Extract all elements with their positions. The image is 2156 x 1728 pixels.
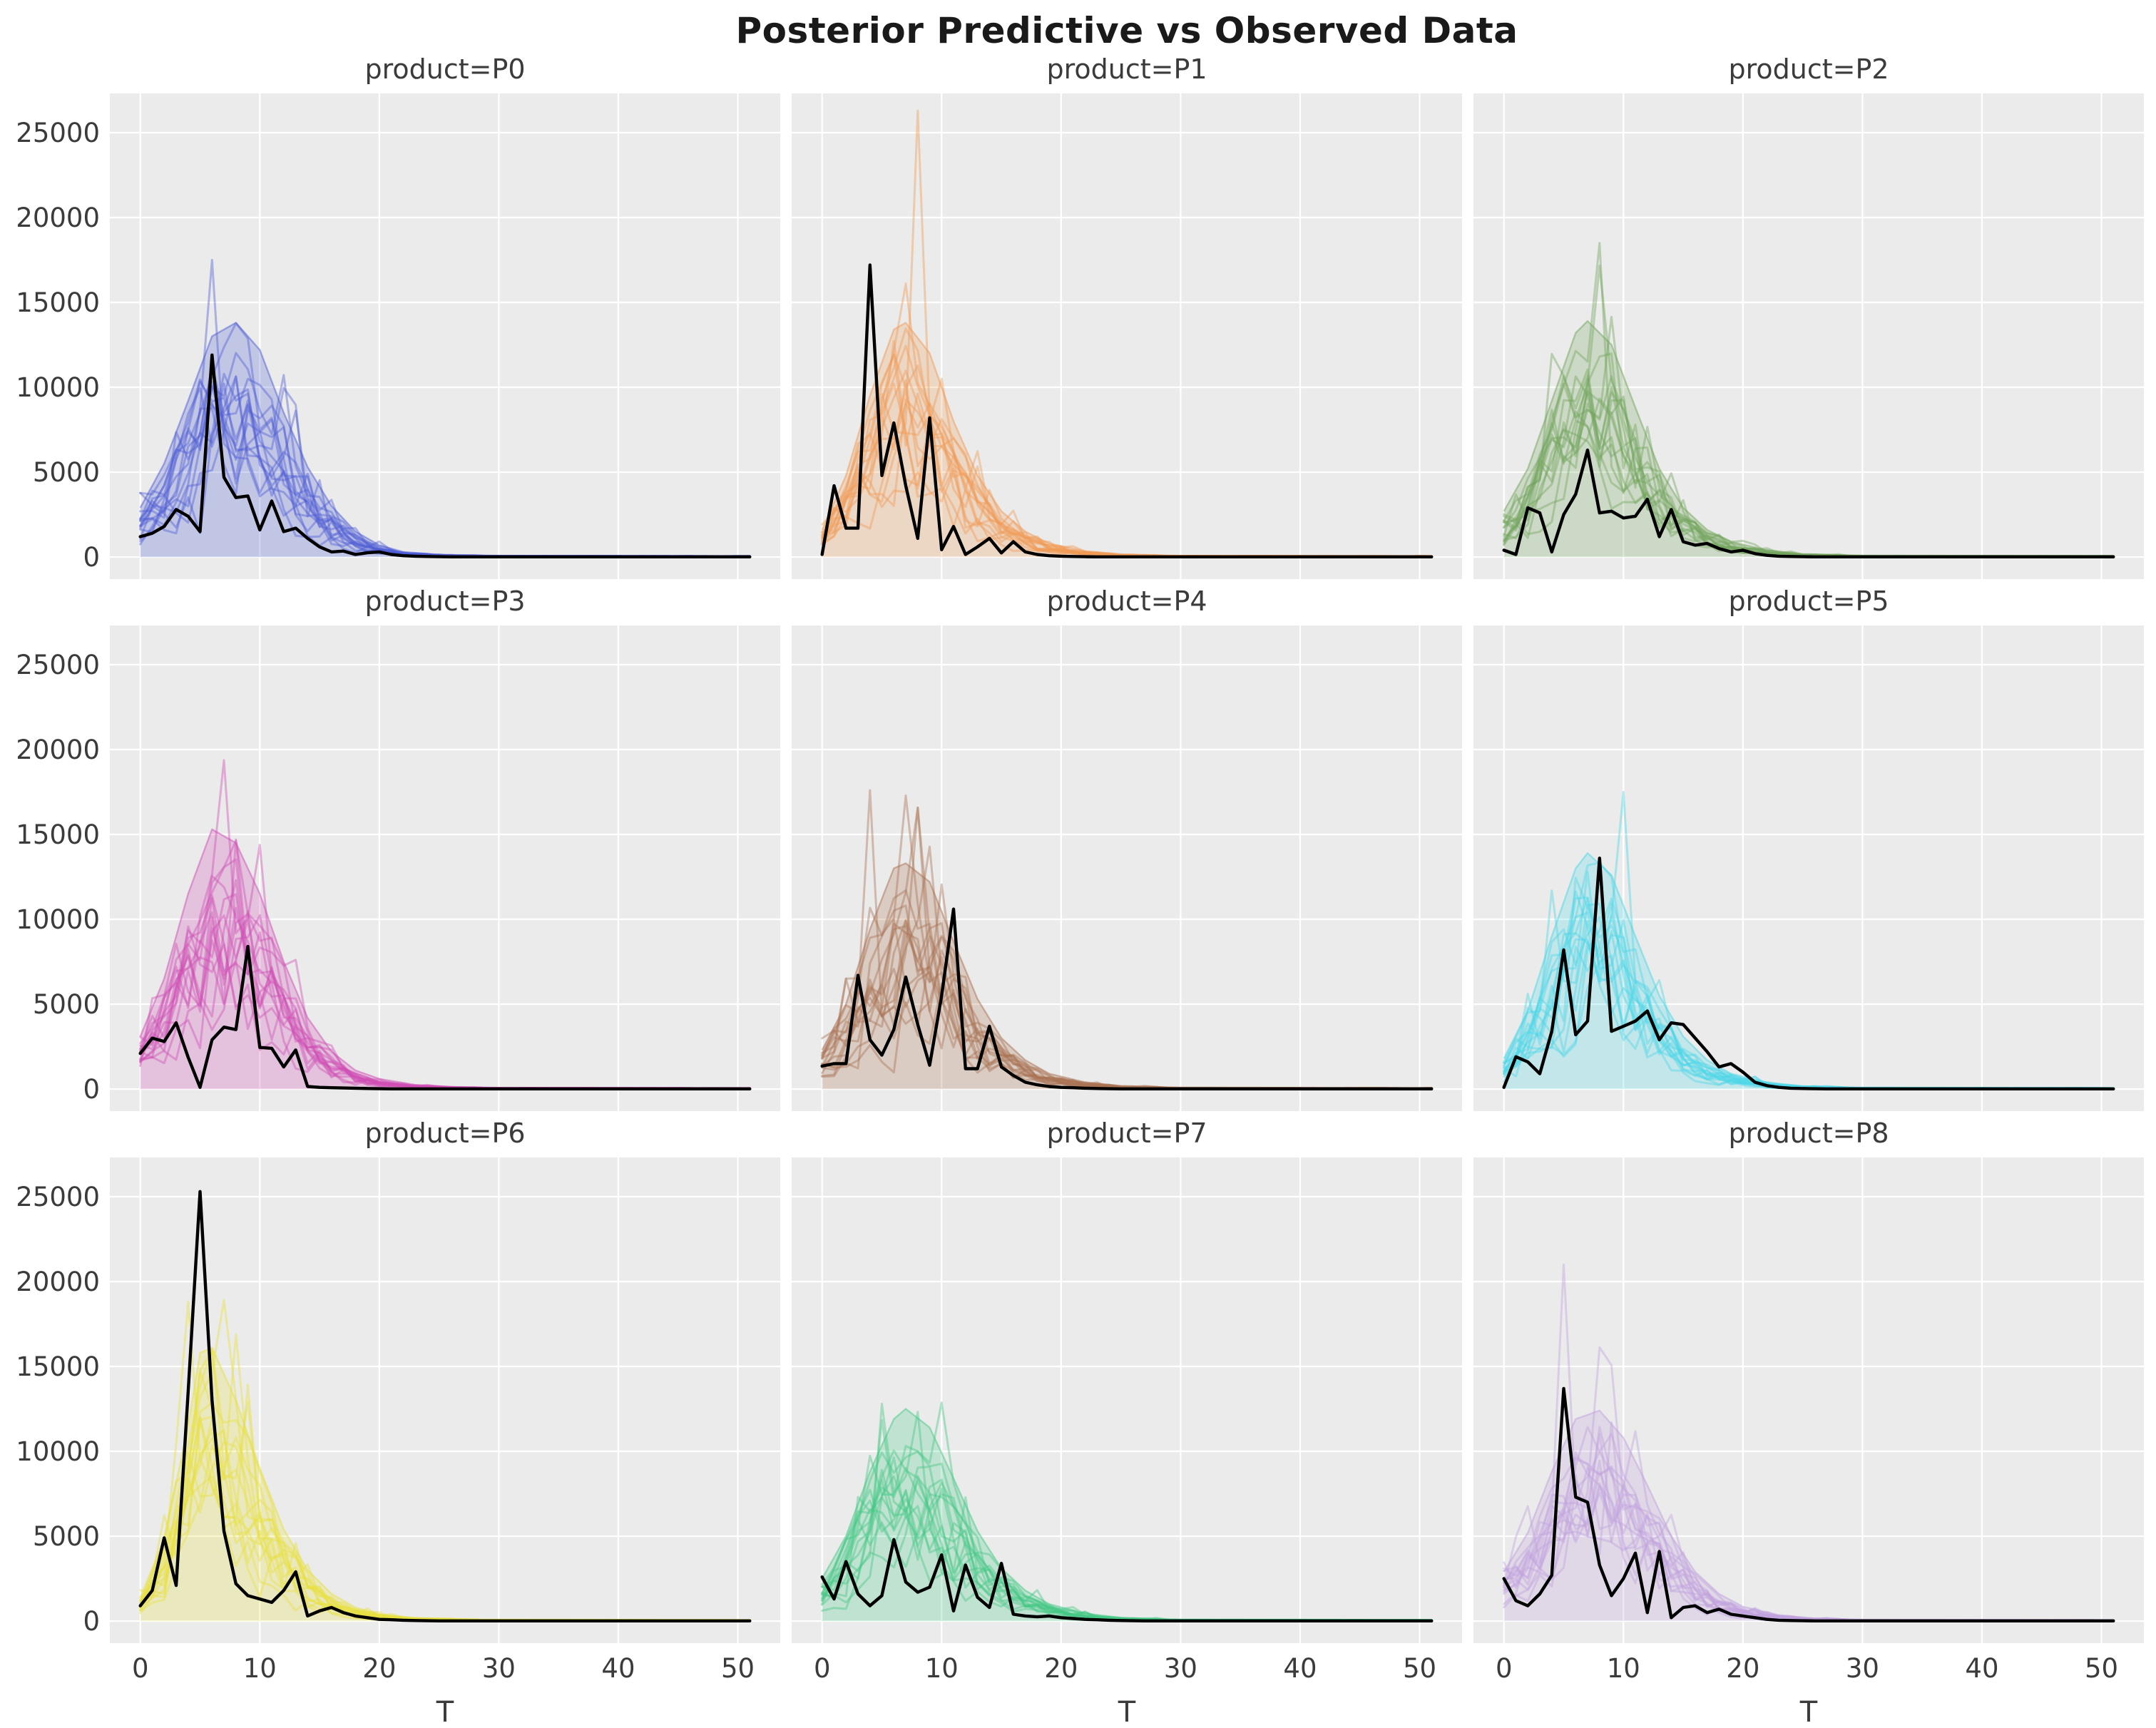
subplot-title-P0: product=P0 (364, 53, 525, 85)
observed-line-P7 (820, 1538, 1434, 1622)
envelope-fill-P2 (1503, 321, 2114, 558)
x-tick-label-col1-50: 50 (1403, 1653, 1436, 1684)
x-tick-label-col0-10: 10 (243, 1653, 277, 1684)
observed-line-P1 (820, 263, 1434, 558)
x-tick-label-col2-20: 20 (1726, 1653, 1759, 1684)
envelope-fill-P1 (822, 322, 1432, 558)
y-tick-label-row0-0: 0 (83, 542, 100, 573)
x-tick-label-col1-0: 0 (814, 1653, 831, 1684)
subplot-title-P2: product=P2 (1728, 53, 1889, 85)
x-tick-label-col0-40: 40 (601, 1653, 635, 1684)
x-tick-label-col2-40: 40 (1965, 1653, 1998, 1684)
x-axis-label-col2: T (1799, 1696, 1818, 1728)
y-tick-label-row0-10000: 10000 (16, 372, 100, 403)
x-tick-label-col0-20: 20 (362, 1653, 396, 1684)
y-tick-label-row1-10000: 10000 (16, 904, 100, 935)
x-tick-label-col1-30: 30 (1164, 1653, 1197, 1684)
y-tick-label-row0-25000: 25000 (16, 118, 100, 148)
y-tick-label-row1-20000: 20000 (16, 735, 100, 765)
y-tick-label-row1-15000: 15000 (16, 819, 100, 850)
y-tick-label-row2-25000: 25000 (16, 1182, 100, 1212)
panel-bg-P6 (110, 1157, 780, 1643)
panel-P7 (792, 1157, 1462, 1643)
panel-P6 (110, 1157, 780, 1643)
subplot-title-P5: product=P5 (1728, 586, 1889, 617)
x-tick-label-col2-10: 10 (1607, 1653, 1640, 1684)
y-tick-label-row2-15000: 15000 (16, 1351, 100, 1382)
subplot-title-P7: product=P7 (1046, 1118, 1207, 1149)
y-tick-label-row1-25000: 25000 (16, 650, 100, 680)
x-axis-label-col1: T (1118, 1696, 1136, 1728)
y-tick-label-row1-5000: 5000 (33, 989, 100, 1020)
subplot-title-P3: product=P3 (364, 586, 525, 617)
observed-line-P6 (138, 1190, 752, 1622)
envelope-fill-P7 (822, 1409, 1432, 1622)
y-tick-label-row0-15000: 15000 (16, 287, 100, 318)
panel-bg-P5 (1473, 625, 2144, 1111)
y-tick-label-row2-10000: 10000 (16, 1436, 100, 1467)
subplot-title-P6: product=P6 (364, 1118, 525, 1149)
y-tick-label-row1-0: 0 (83, 1074, 100, 1105)
observed-line-P5 (1502, 857, 2115, 1090)
panel-bg-P0 (110, 93, 780, 579)
x-tick-label-col0-30: 30 (482, 1653, 516, 1684)
panel-P1 (792, 93, 1462, 579)
panel-P0 (110, 93, 780, 579)
y-tick-label-row2-20000: 20000 (16, 1267, 100, 1297)
panel-P2 (1473, 93, 2144, 579)
y-tick-label-row2-0: 0 (83, 1606, 100, 1637)
x-tick-label-col2-30: 30 (1846, 1653, 1879, 1684)
envelope-fill-P3 (140, 829, 750, 1090)
observed-line-P0 (138, 353, 752, 558)
envelope-fill-P6 (140, 1347, 750, 1622)
x-tick-label-col2-0: 0 (1496, 1653, 1513, 1684)
x-tick-label-col1-10: 10 (925, 1653, 959, 1684)
panel-P5 (1473, 625, 2144, 1111)
panel-P8 (1473, 1157, 2144, 1643)
envelope-fill-P0 (140, 322, 750, 558)
y-tick-label-row0-5000: 5000 (33, 457, 100, 488)
observed-line-P2 (1502, 448, 2115, 558)
x-axis-label-col0: T (436, 1696, 454, 1728)
panel-P4 (792, 625, 1462, 1111)
x-tick-label-col0-50: 50 (721, 1653, 755, 1684)
x-tick-label-col2-50: 50 (2085, 1653, 2118, 1684)
envelope-fill-P4 (822, 863, 1432, 1090)
panel-bg-P2 (1473, 93, 2144, 579)
x-tick-label-col1-40: 40 (1283, 1653, 1317, 1684)
subplot-title-P4: product=P4 (1046, 586, 1207, 617)
observed-line-P3 (138, 944, 752, 1090)
panel-P3 (110, 625, 780, 1111)
panel-bg-P1 (792, 93, 1462, 579)
panel-bg-P7 (792, 1157, 1462, 1643)
observed-line-P8 (1502, 1386, 2115, 1622)
x-tick-label-col1-20: 20 (1044, 1653, 1078, 1684)
y-tick-label-row2-5000: 5000 (33, 1521, 100, 1552)
subplot-title-P8: product=P8 (1728, 1118, 1889, 1149)
x-tick-label-col0-0: 0 (132, 1653, 149, 1684)
panel-bg-P4 (792, 625, 1462, 1111)
figure-title: Posterior Predictive vs Observed Data (735, 10, 1518, 51)
y-tick-label-row0-20000: 20000 (16, 203, 100, 233)
subplot-title-P1: product=P1 (1046, 53, 1207, 85)
panel-bg-P8 (1473, 1157, 2144, 1643)
observed-line-P4 (820, 907, 1434, 1090)
